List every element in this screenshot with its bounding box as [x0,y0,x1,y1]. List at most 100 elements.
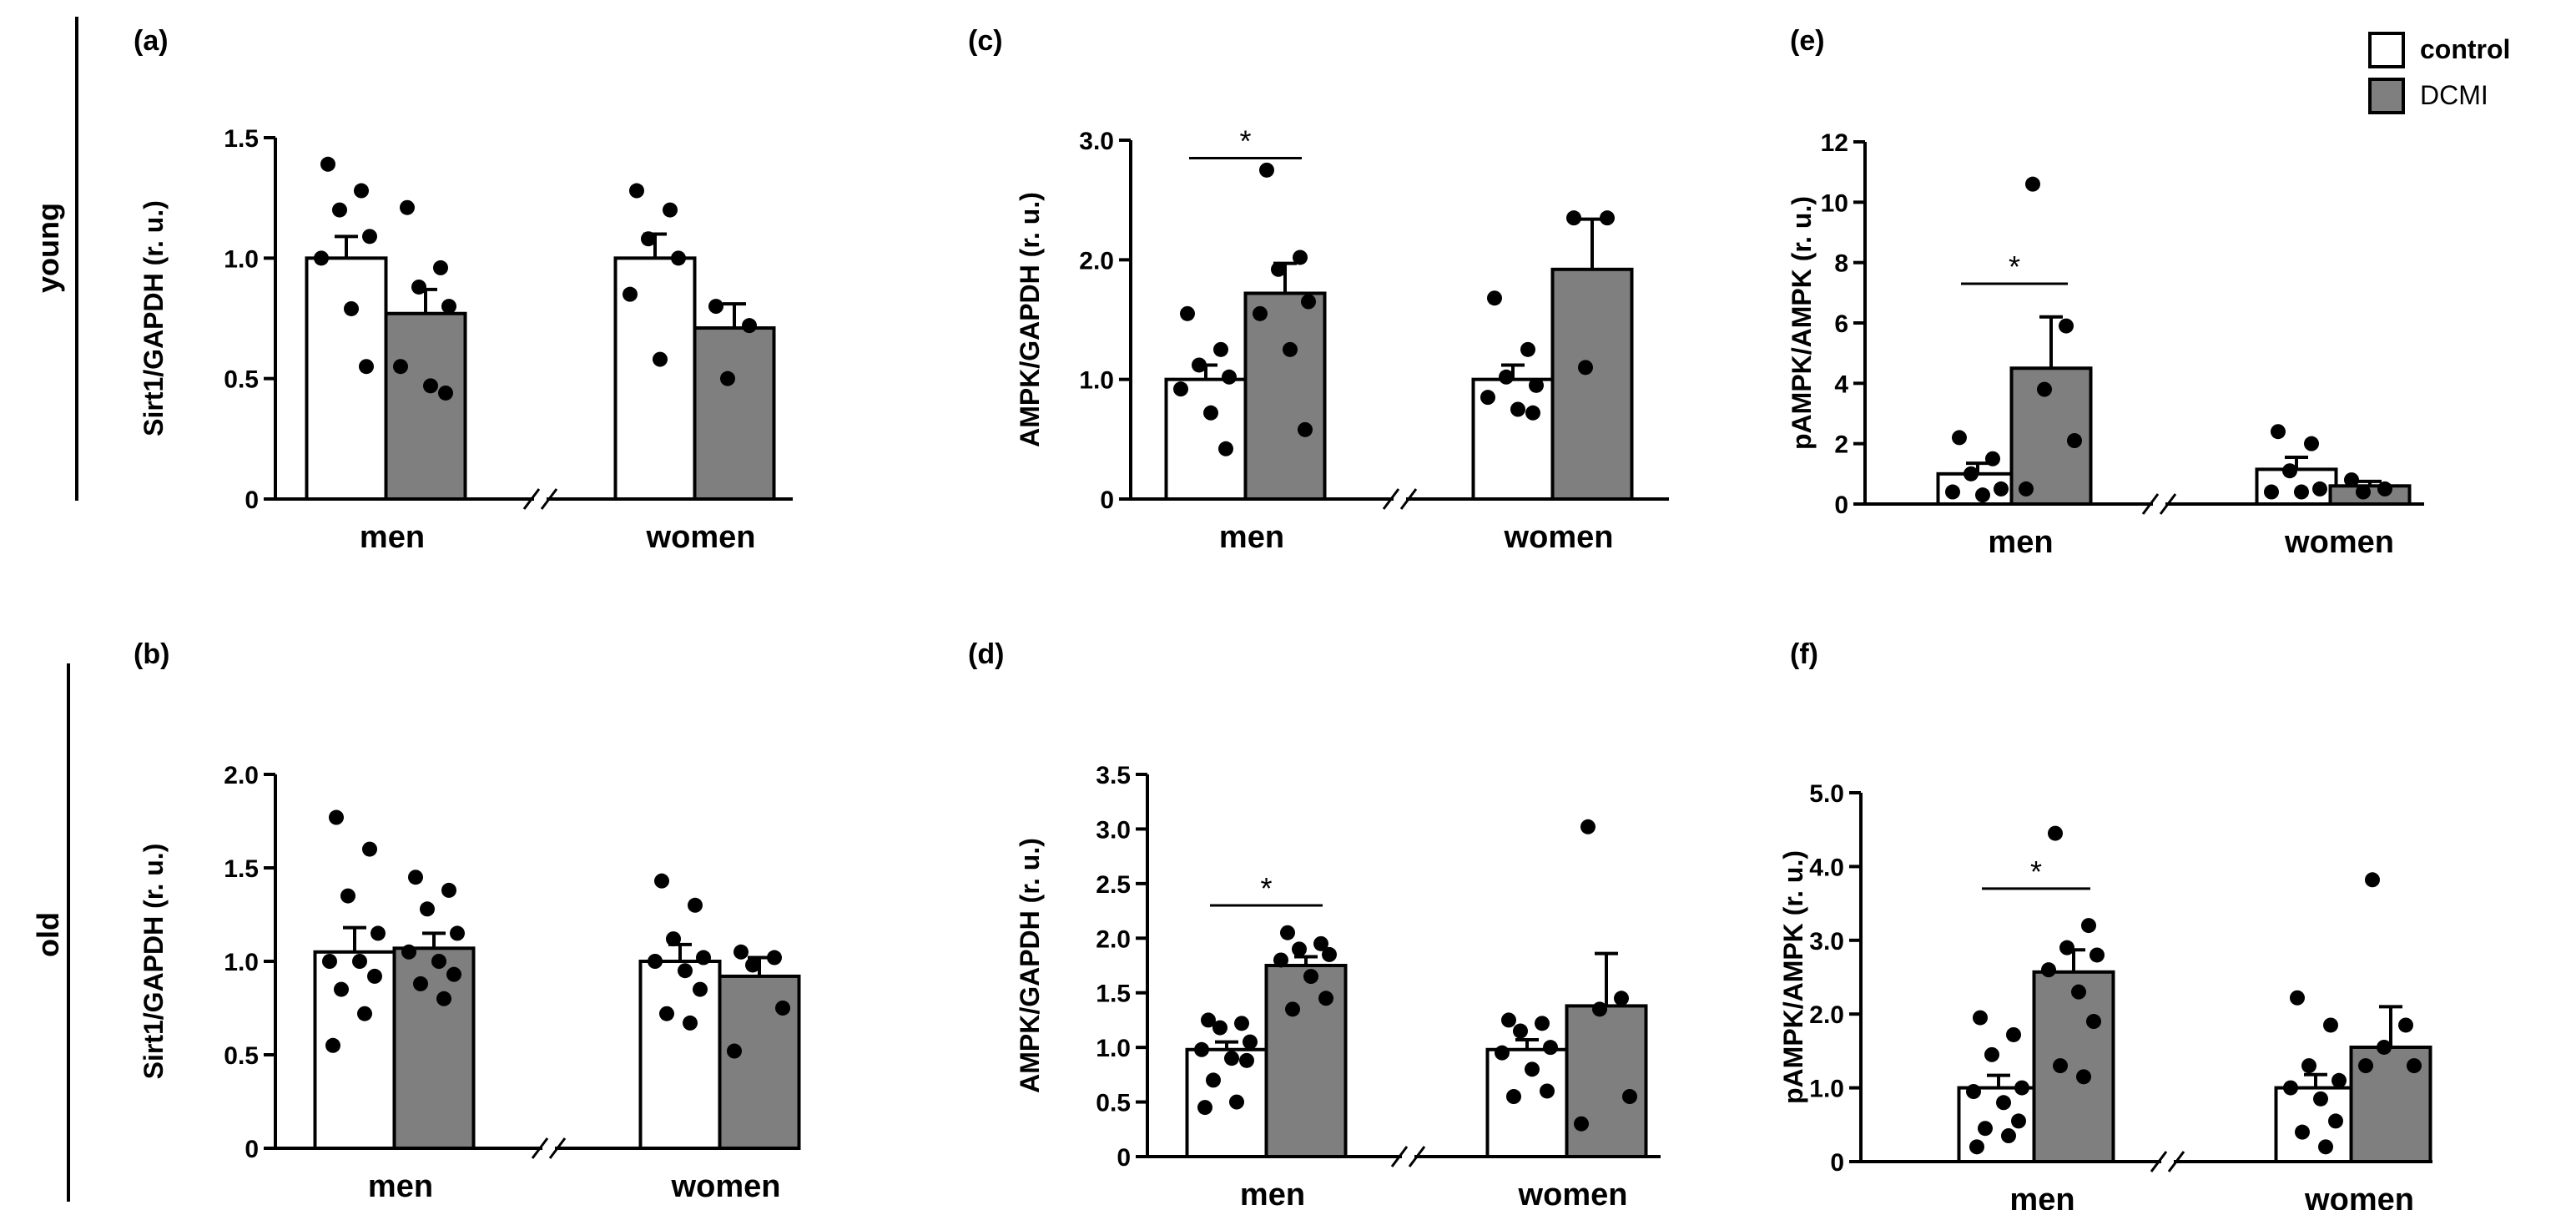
y-tick-label-c: 0 [1100,487,1114,514]
data-point-control [2014,1080,2029,1096]
significance-star: * [1260,871,1272,905]
category-label-women: women [2284,525,2394,560]
data-point-control [1206,1072,1221,1088]
data-point-control [1535,1016,1550,1031]
data-point-control [2001,1128,2016,1144]
data-point-control [1520,341,1535,357]
data-point-control [2294,484,2309,500]
data-point-control [2318,1139,2333,1155]
legend-label-control: control [2420,34,2510,64]
data-point-control [1529,377,1544,393]
y-tick-label-a: 1.5 [224,125,259,153]
y-tick-label-f: 4.0 [1809,854,1844,881]
y-tick-label-e: 8 [1834,250,1848,278]
data-point-control [1525,405,1540,421]
y-tick-label-e: 4 [1834,371,1848,398]
data-point-dcmi [1280,925,1295,940]
legend-swatch-control [2368,32,2405,68]
data-point-dcmi [1622,1089,1637,1105]
data-point-dcmi [2358,1058,2373,1074]
data-point-control [623,286,638,302]
data-point-control [2290,990,2305,1006]
y-tick-label-d: 0 [1117,1144,1131,1172]
y-axis-label-d: AMPK/GAPDH (r. u.) [1015,838,1045,1093]
data-point-control [1487,290,1502,306]
data-point-dcmi [441,882,456,898]
data-point-control [693,981,708,997]
data-point-control [648,954,663,969]
y-tick-label-f: 5.0 [1809,780,1844,808]
data-point-control [641,231,656,247]
data-point-control [654,873,669,889]
data-point-control [1173,381,1188,397]
legend-swatch-dcmi [2368,78,2405,114]
data-point-dcmi [1614,991,1629,1006]
data-point-control [1229,1094,1244,1110]
data-point-dcmi [727,1043,742,1059]
data-point-dcmi [2041,962,2056,978]
axis-break-mark-c [1382,488,1400,510]
data-point-control [2006,1026,2021,1042]
data-point-control [359,359,374,375]
data-point-dcmi [2059,318,2074,334]
bar-dcmi-men [392,946,476,1150]
legend-label-dcmi: DCMI [2420,80,2488,110]
data-point-dcmi [1574,1116,1589,1132]
data-point-control [671,250,686,266]
data-point-control [2301,1058,2316,1074]
category-label-men: men [2009,1182,2074,1210]
y-tick-label-b: 0 [244,1136,259,1163]
data-point-control [1495,1045,1510,1061]
data-point-control [1201,1012,1216,1028]
data-point-dcmi [2086,1014,2101,1030]
category-label-men: men [1219,520,1284,555]
y-tick-label-b: 2.0 [224,762,259,789]
data-point-control [352,954,367,969]
y-axis-label-f: pAMPK/AMPK (r. u.) [1778,850,1808,1104]
data-point-dcmi [433,260,448,275]
panels: (a) Sirt1/GAPDH (r. u.) 0 0.5 1.0 1.5 men women… [134,25,2432,1210]
data-point-dcmi [1293,250,1308,265]
data-point-control [1234,1016,1249,1031]
category-label-women: women [1504,520,1614,555]
y-tick-label-f: 1.0 [1809,1076,1844,1103]
category-label-men: men [1988,525,2053,560]
data-point-dcmi [1301,294,1316,310]
data-point-control [371,925,386,941]
axis-break-mark-b [531,1137,549,1159]
bar-dcmi-men [384,311,467,501]
data-point-control [1203,405,1218,421]
data-point-dcmi [742,318,757,334]
significance-star: * [2009,250,2020,284]
y-tick-label-d: 1.0 [1096,1035,1131,1062]
data-point-control [1197,1100,1212,1116]
data-point-control [2313,1091,2328,1107]
data-point-control [2304,436,2319,451]
data-point-dcmi [1271,261,1286,277]
y-tick-label-d: 2.0 [1096,925,1131,953]
data-point-dcmi [1285,1001,1300,1017]
data-point-control [1525,1061,1540,1077]
data-point-control [1239,1052,1254,1068]
data-point-control [1194,1041,1209,1057]
bar-dcmi-women [693,326,776,501]
y-tick-label-e: 6 [1834,310,1848,338]
data-point-control [688,897,703,913]
data-point-dcmi [2398,1017,2413,1033]
data-point-dcmi [1259,162,1274,178]
y-tick-label-b: 0.5 [224,1042,259,1070]
data-point-dcmi [2090,947,2105,963]
y-tick-label-b: 1.5 [224,855,259,883]
data-point-control [653,351,668,367]
axis-break-mark-a [522,488,541,510]
data-point-control [2328,1113,2343,1129]
y-tick-label-c: 1.0 [1079,367,1114,395]
y-axis-label-e: pAMPK/AMPK (r. u.) [1787,196,1817,450]
y-tick-label-f: 0 [1830,1149,1844,1177]
legend: control DCMI [2368,32,2510,114]
category-label-women: women [1518,1177,1628,1210]
y-tick-label-c: 3.0 [1079,128,1114,155]
significance-star: * [2030,855,2042,889]
axis-break-mark-d [1390,1146,1409,1167]
